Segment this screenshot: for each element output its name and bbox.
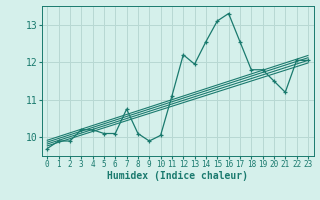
X-axis label: Humidex (Indice chaleur): Humidex (Indice chaleur) (107, 171, 248, 181)
